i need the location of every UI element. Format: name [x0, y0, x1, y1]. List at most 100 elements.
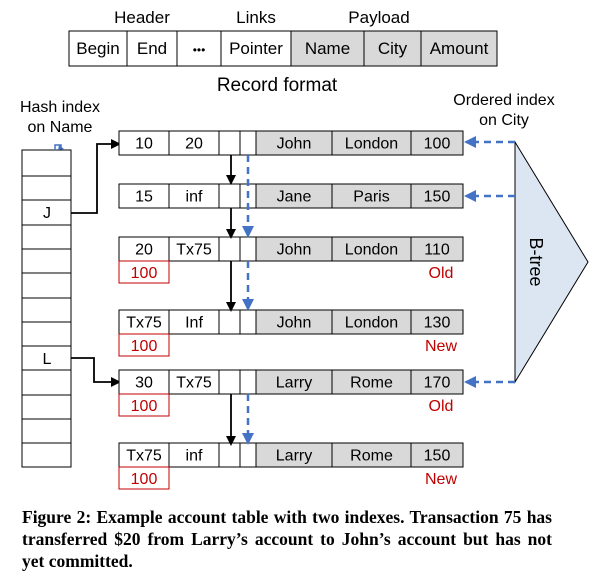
record-city-text: London	[345, 136, 398, 153]
format-field-name-label: Name	[305, 39, 350, 58]
record-begin-text: 15	[135, 189, 153, 206]
record-lock-text: 100	[131, 471, 158, 488]
ordered-index-label-line2: on City	[479, 112, 529, 129]
record-row: Tx75 Inf John London 130 100 New	[118, 309, 464, 357]
record-city-text: London	[345, 242, 398, 259]
record-row: 30 Tx75 Larry Rome 170 100 Old	[118, 369, 464, 417]
format-field-city-label: City	[378, 39, 408, 58]
record-city-cell	[331, 442, 412, 468]
hash-index-label-line2: on Name	[28, 119, 93, 136]
record-name-text: Jane	[277, 189, 312, 206]
ordered-index-pointers	[464, 136, 515, 388]
record-end-text: Tx75	[176, 375, 212, 392]
record-begin-cell	[118, 183, 170, 209]
record-city-text: Rome	[350, 448, 393, 465]
record-begin-cell	[118, 309, 170, 335]
hash-pointer-j	[71, 139, 121, 214]
record-begin-text: Tx75	[126, 448, 162, 465]
record-link-name-cell	[218, 183, 241, 209]
record-amount-cell	[410, 369, 464, 395]
record-lock-box	[118, 260, 170, 284]
format-field-dots	[176, 30, 222, 67]
ordered-index-label-line1: Ordered index	[453, 92, 554, 109]
record-link-city-cell	[239, 130, 257, 156]
record-row: 10 20 John London 100	[118, 130, 464, 156]
format-field-begin-label: Begin	[76, 39, 119, 58]
record-city-text: London	[345, 315, 398, 332]
record-city-cell	[331, 236, 412, 262]
ordered-index-label: Ordered index on City	[453, 92, 554, 129]
record-lock-box	[118, 333, 170, 357]
format-group-header: Header	[114, 8, 170, 27]
record-link-name-cell	[218, 309, 241, 335]
hash-index: J L	[21, 144, 72, 468]
record-amount-text: 100	[424, 136, 451, 153]
record-end-cell	[168, 236, 220, 262]
format-field-begin	[68, 30, 128, 67]
record-version-tag: Old	[429, 398, 454, 415]
format-field-end-label: End	[137, 39, 167, 58]
record-version-tag: New	[425, 471, 457, 488]
record-lock-text: 100	[131, 338, 158, 355]
hash-index-label: Hash index on Name	[20, 99, 100, 136]
record-name-cell	[255, 130, 333, 156]
record-name-text: John	[277, 136, 312, 153]
record-end-cell	[168, 309, 220, 335]
record-amount-cell	[410, 309, 464, 335]
format-field-end	[126, 30, 178, 67]
record-format: Header Links Payload Begin End ••• Point…	[68, 8, 498, 96]
record-link-city-cell	[239, 309, 257, 335]
record-begin-text: 30	[135, 375, 153, 392]
record-lock-box	[118, 393, 170, 417]
record-format-caption: Record format	[217, 75, 338, 96]
record-begin-text: 20	[135, 242, 153, 259]
format-field-pointer-label: Pointer	[229, 39, 283, 58]
hash-slot-l: L	[43, 351, 52, 368]
figure-caption: Figure 2: Example account table with two…	[22, 507, 552, 571]
btree-label: B-tree	[526, 237, 546, 286]
record-city-cell	[331, 309, 412, 335]
record-begin-text: 10	[135, 136, 153, 153]
record-end-text: 20	[185, 136, 203, 153]
format-field-name	[290, 30, 365, 67]
record-city-text: Paris	[353, 189, 389, 206]
record-name-cell	[255, 369, 333, 395]
record-link-name-cell	[218, 369, 241, 395]
record-row: Tx75 inf Larry Rome 150 100 New	[118, 442, 464, 490]
record-name-cell	[255, 309, 333, 335]
record-end-text: inf	[186, 189, 203, 206]
record-amount-text: 130	[424, 315, 451, 332]
records: 10 20 John London 100 15 inf Jane Paris 150 20 Tx75…	[118, 130, 464, 490]
record-lock-text: 100	[131, 398, 158, 415]
hash-index-label-line1: Hash index	[20, 99, 100, 116]
btree-shape	[514, 140, 589, 384]
record-link-name-cell	[218, 130, 241, 156]
format-field-amount	[420, 30, 498, 67]
record-name-text: John	[277, 242, 312, 259]
hash-slot-j: J	[43, 205, 51, 222]
record-link-name-cell	[218, 236, 241, 262]
record-end-text: Tx75	[176, 242, 212, 259]
record-name-text: John	[277, 315, 312, 332]
format-field-city	[363, 30, 422, 67]
hash-label-pointer-icon	[54, 144, 62, 150]
hash-pointer-l	[71, 357, 121, 387]
format-group-links: Links	[236, 8, 276, 27]
record-link-name-cell	[218, 442, 241, 468]
record-link-city-cell	[239, 442, 257, 468]
record-begin-text: Tx75	[126, 315, 162, 332]
format-field-dots-label: •••	[193, 43, 206, 57]
record-amount-text: 150	[424, 189, 451, 206]
record-row: 15 inf Jane Paris 150	[118, 183, 464, 209]
record-amount-text: 170	[424, 375, 451, 392]
hash-bucket-dividers	[22, 175, 71, 444]
record-row: 20 Tx75 John London 110 100 Old	[118, 236, 464, 284]
record-link-city-cell	[239, 236, 257, 262]
record-end-cell	[168, 130, 220, 156]
record-link-city-cell	[239, 369, 257, 395]
record-amount-cell	[410, 236, 464, 262]
record-name-text: Larry	[276, 375, 312, 392]
record-begin-cell	[118, 130, 170, 156]
record-amount-text: 150	[424, 448, 451, 465]
